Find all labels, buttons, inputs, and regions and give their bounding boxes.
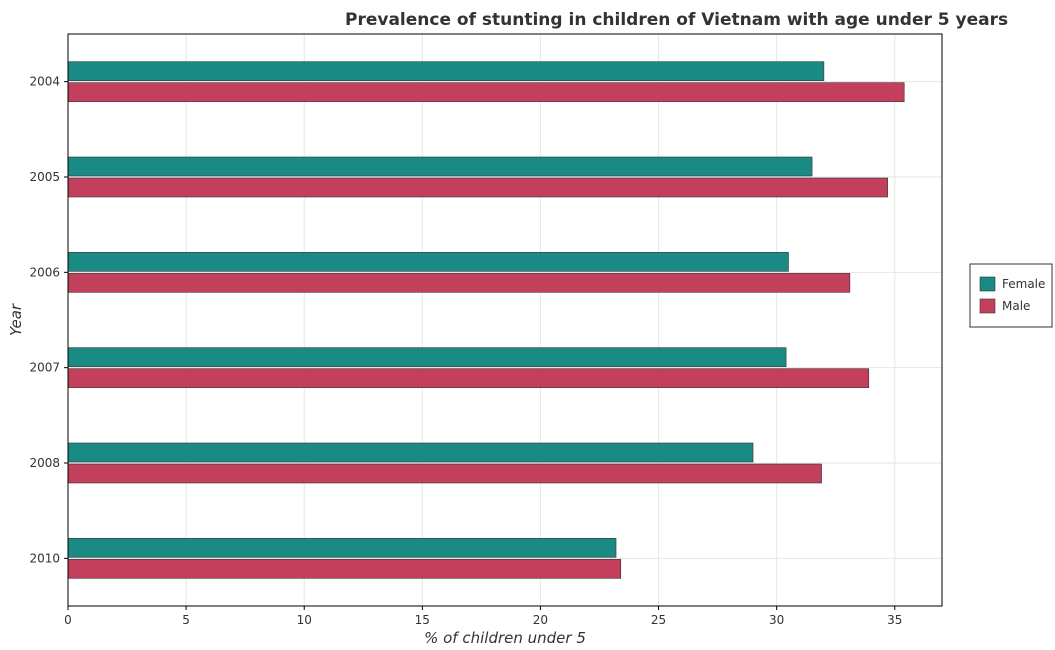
legend-box [969, 263, 1053, 328]
legend-label-male: Male [1002, 299, 1030, 313]
bar-male [67, 177, 888, 198]
y-tick-label: 2005 [29, 170, 60, 184]
bar-female [67, 442, 754, 463]
bar-male [67, 368, 870, 388]
x-tick-label: 20 [533, 613, 548, 627]
bar-male [67, 273, 851, 293]
bar-female [67, 61, 825, 81]
x-tick-label: 0 [64, 613, 72, 627]
x-tick-label: 15 [415, 613, 430, 627]
y-axis-ticks: 2004 2005 2006 2007 2008 2010 [29, 75, 68, 565]
plot-frame [67, 33, 943, 607]
bar-female [67, 347, 787, 367]
bar-male [67, 82, 905, 102]
x-tick-label: 10 [297, 613, 312, 627]
bars [67, 61, 905, 579]
y-tick-label: 2006 [29, 265, 60, 279]
bar-female [67, 538, 617, 558]
x-tick-label: 30 [769, 613, 784, 627]
x-tick-label: 25 [651, 613, 666, 627]
grid-lines [67, 34, 942, 606]
x-tick-label: 35 [887, 613, 902, 627]
y-tick-label: 2007 [29, 361, 60, 375]
bar-male [67, 463, 822, 484]
y-tick-label: 2010 [29, 551, 60, 565]
y-tick-label: 2008 [29, 456, 60, 470]
chart-title: Prevalence of stunting in children of Vi… [345, 10, 1008, 30]
x-axis-ticks: 0 5 10 15 20 25 30 35 [64, 606, 902, 627]
x-axis-label: % of children under 5 [424, 629, 586, 647]
bar-male [67, 559, 622, 579]
x-tick-label: 5 [182, 613, 190, 627]
y-axis-label: Year [7, 303, 25, 336]
y-tick-label: 2004 [29, 75, 60, 89]
bar-female [67, 252, 789, 272]
legend-swatch-male [979, 298, 996, 314]
legend-swatch-female [979, 276, 996, 292]
legend-label-female: Female [1002, 277, 1045, 291]
bar-female [67, 156, 813, 177]
legend: Female Male [969, 263, 1053, 328]
